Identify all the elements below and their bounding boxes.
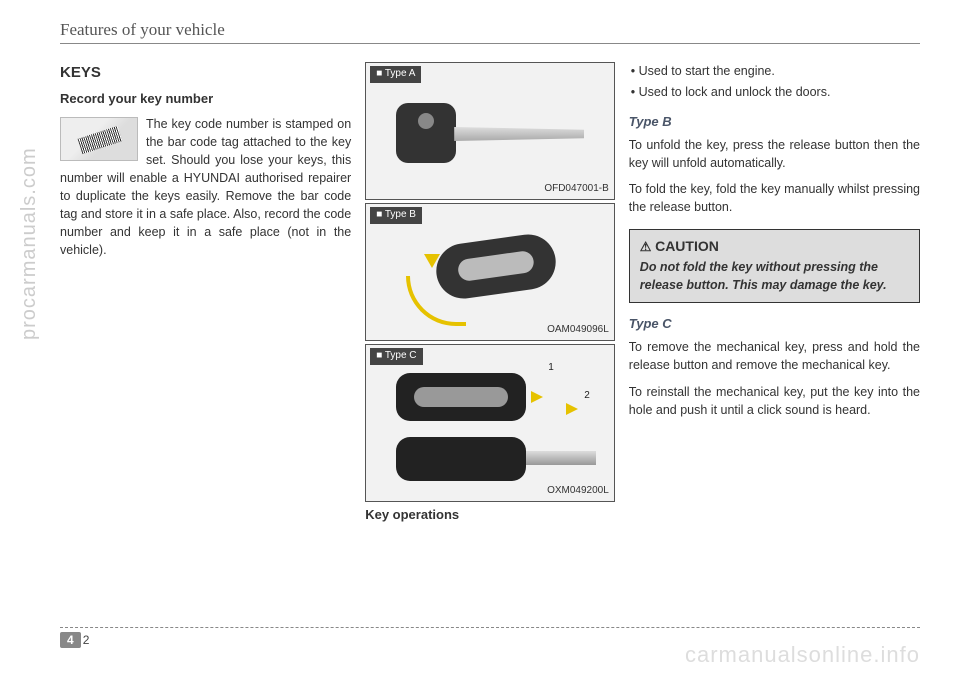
record-key-heading: Record your key number bbox=[60, 90, 351, 109]
watermark-left: procarmanuals.com bbox=[18, 147, 41, 340]
content-columns: KEYS Record your key number The key code… bbox=[60, 62, 920, 531]
type-b-para-2: To fold the key, fold the key manually w… bbox=[629, 180, 920, 216]
figure-type-c: ■ Type C 1 2 OXM049200L bbox=[365, 344, 615, 502]
column-1: KEYS Record your key number The key code… bbox=[60, 62, 351, 531]
arrow-2-icon bbox=[566, 403, 578, 415]
key-c-bottom-illustration bbox=[396, 437, 526, 481]
page-footer: 42 bbox=[60, 627, 920, 648]
column-3: Used to start the engine. Used to lock a… bbox=[629, 62, 920, 531]
arrow-1-icon bbox=[531, 391, 543, 403]
type-c-para-1: To remove the mechanical key, press and … bbox=[629, 338, 920, 374]
type-c-heading: Type C bbox=[629, 315, 920, 334]
figure-a-label: ■ Type A bbox=[370, 66, 421, 83]
caution-heading: CAUTION bbox=[640, 236, 909, 257]
bullet-list: Used to start the engine. Used to lock a… bbox=[629, 62, 920, 101]
figure-a-id: OFD047001-B bbox=[544, 182, 608, 197]
key-operations-heading: Key operations bbox=[365, 506, 615, 525]
figure-b-label: ■ Type B bbox=[370, 207, 422, 224]
figure-c-id: OXM049200L bbox=[547, 484, 609, 499]
arrow-down-icon bbox=[424, 254, 440, 268]
bullet-item: Used to lock and unlock the doors. bbox=[631, 83, 920, 101]
page-header: Features of your vehicle bbox=[60, 20, 920, 44]
bullet-item: Used to start the engine. bbox=[631, 62, 920, 80]
type-c-para-2: To reinstall the mechanical key, put the… bbox=[629, 383, 920, 419]
type-b-para-1: To unfold the key, press the release but… bbox=[629, 136, 920, 172]
caution-body: Do not fold the key without pressing the… bbox=[640, 259, 909, 294]
page-content: Features of your vehicle KEYS Record you… bbox=[60, 20, 920, 531]
figure-c-label: ■ Type C bbox=[370, 348, 422, 365]
caution-box: CAUTION Do not fold the key without pres… bbox=[629, 229, 920, 304]
figure-b-id: OAM049096L bbox=[547, 323, 609, 338]
figure-type-b: ■ Type B OAM049096L bbox=[365, 203, 615, 341]
barcode-tag-image bbox=[60, 117, 138, 161]
column-2: ■ Type A OFD047001-B ■ Type B OAM049096L… bbox=[365, 62, 615, 531]
chapter-number: 4 bbox=[60, 632, 81, 648]
figure-type-a: ■ Type A OFD047001-B bbox=[365, 62, 615, 200]
callout-1: 1 bbox=[548, 361, 554, 376]
arrow-curve-icon bbox=[406, 276, 466, 326]
key-c-top-illustration bbox=[396, 373, 526, 421]
key-a-illustration bbox=[396, 93, 586, 173]
page-number: 2 bbox=[83, 633, 90, 647]
callout-2: 2 bbox=[584, 389, 590, 404]
type-b-heading: Type B bbox=[629, 113, 920, 132]
section-title: KEYS bbox=[60, 62, 351, 84]
key-c-blade bbox=[526, 451, 596, 465]
